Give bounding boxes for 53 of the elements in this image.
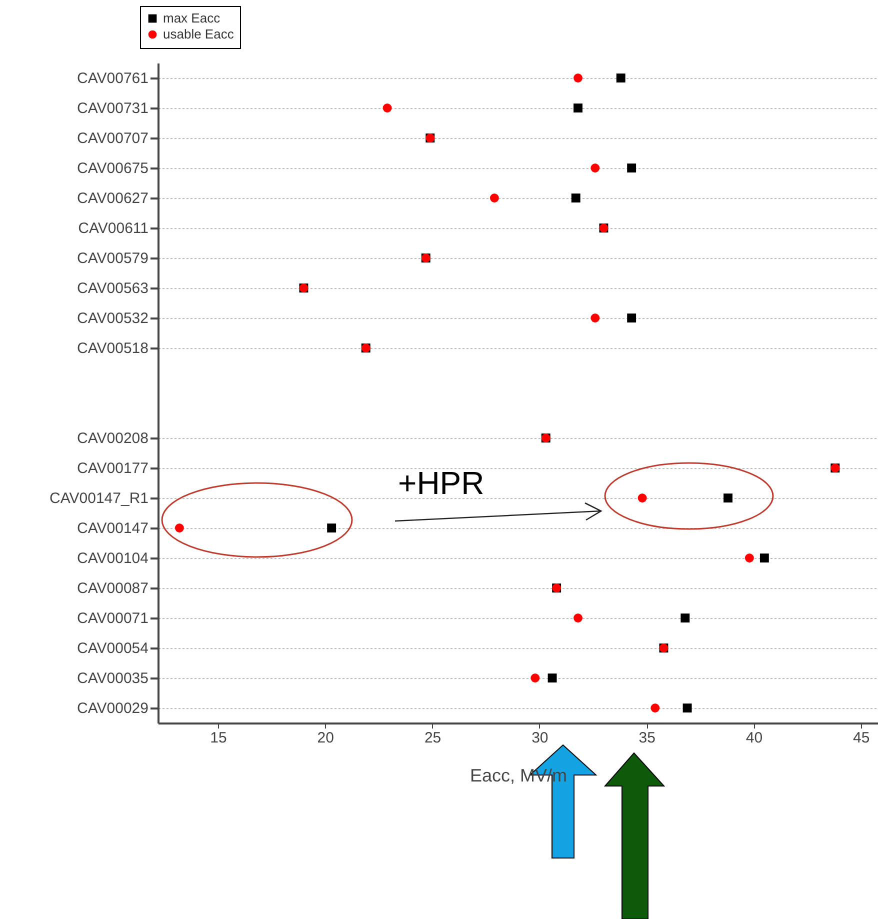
point <box>682 704 692 712</box>
point <box>530 674 540 682</box>
point <box>590 314 600 322</box>
x-tick-label: 30 <box>532 730 548 746</box>
y-tick-label: CAV00579 <box>77 250 148 267</box>
y-tick-label: CAV00532 <box>77 310 148 327</box>
point <box>382 104 392 112</box>
y-tick-label: CAV00208 <box>77 430 148 447</box>
point <box>680 614 690 622</box>
y-tick-label: CAV00731 <box>77 100 148 117</box>
y-tick-label: CAV00611 <box>78 220 148 237</box>
point <box>548 674 557 682</box>
y-tick-label: CAV00147 <box>77 520 148 537</box>
point <box>650 704 660 712</box>
y-tick-label: CAV00054 <box>77 640 148 657</box>
y-tick-label: CAV00071 <box>77 610 148 627</box>
y-tick-label: CAV00627 <box>77 190 148 207</box>
y-tick-label: CAV00087 <box>77 580 148 597</box>
legend-label: max Eacc <box>163 10 221 26</box>
y-tick-label: CAV00177 <box>77 460 148 477</box>
point <box>590 164 600 172</box>
y-tick-label: CAV00147_R1 <box>50 490 148 507</box>
x-tick-label: 15 <box>210 730 227 746</box>
y-tick-label: CAV00675 <box>77 160 148 177</box>
y-tick-label: CAV00029 <box>77 700 148 717</box>
point <box>490 194 499 202</box>
y-tick-label: CAV00563 <box>77 280 148 297</box>
x-axis-title: Eacc, MV/m <box>470 766 568 786</box>
point <box>760 554 769 562</box>
point <box>174 524 184 532</box>
point <box>616 74 626 82</box>
y-tick-label: CAV00707 <box>77 130 148 147</box>
point <box>638 494 647 502</box>
point <box>327 524 336 532</box>
y-tick-label: CAV00035 <box>77 670 148 687</box>
point <box>627 164 636 172</box>
point <box>724 494 732 502</box>
y-tick-label: CAV00518 <box>77 340 148 357</box>
annotation: +HPR <box>398 465 484 501</box>
legend-label: usable Eacc <box>163 26 234 42</box>
x-tick-label: 35 <box>638 730 656 746</box>
x-tick-label: 45 <box>853 730 870 746</box>
point <box>574 614 582 622</box>
point <box>574 74 582 82</box>
x-tick-label: 20 <box>317 730 334 746</box>
point <box>571 194 580 202</box>
x-tick-label: 25 <box>424 730 442 746</box>
point <box>744 554 754 562</box>
x-tick-label: 40 <box>746 730 763 746</box>
y-tick-label: CAV00104 <box>77 550 148 567</box>
y-tick-label: CAV00761 <box>77 70 148 87</box>
point <box>574 104 582 112</box>
point <box>627 314 636 322</box>
